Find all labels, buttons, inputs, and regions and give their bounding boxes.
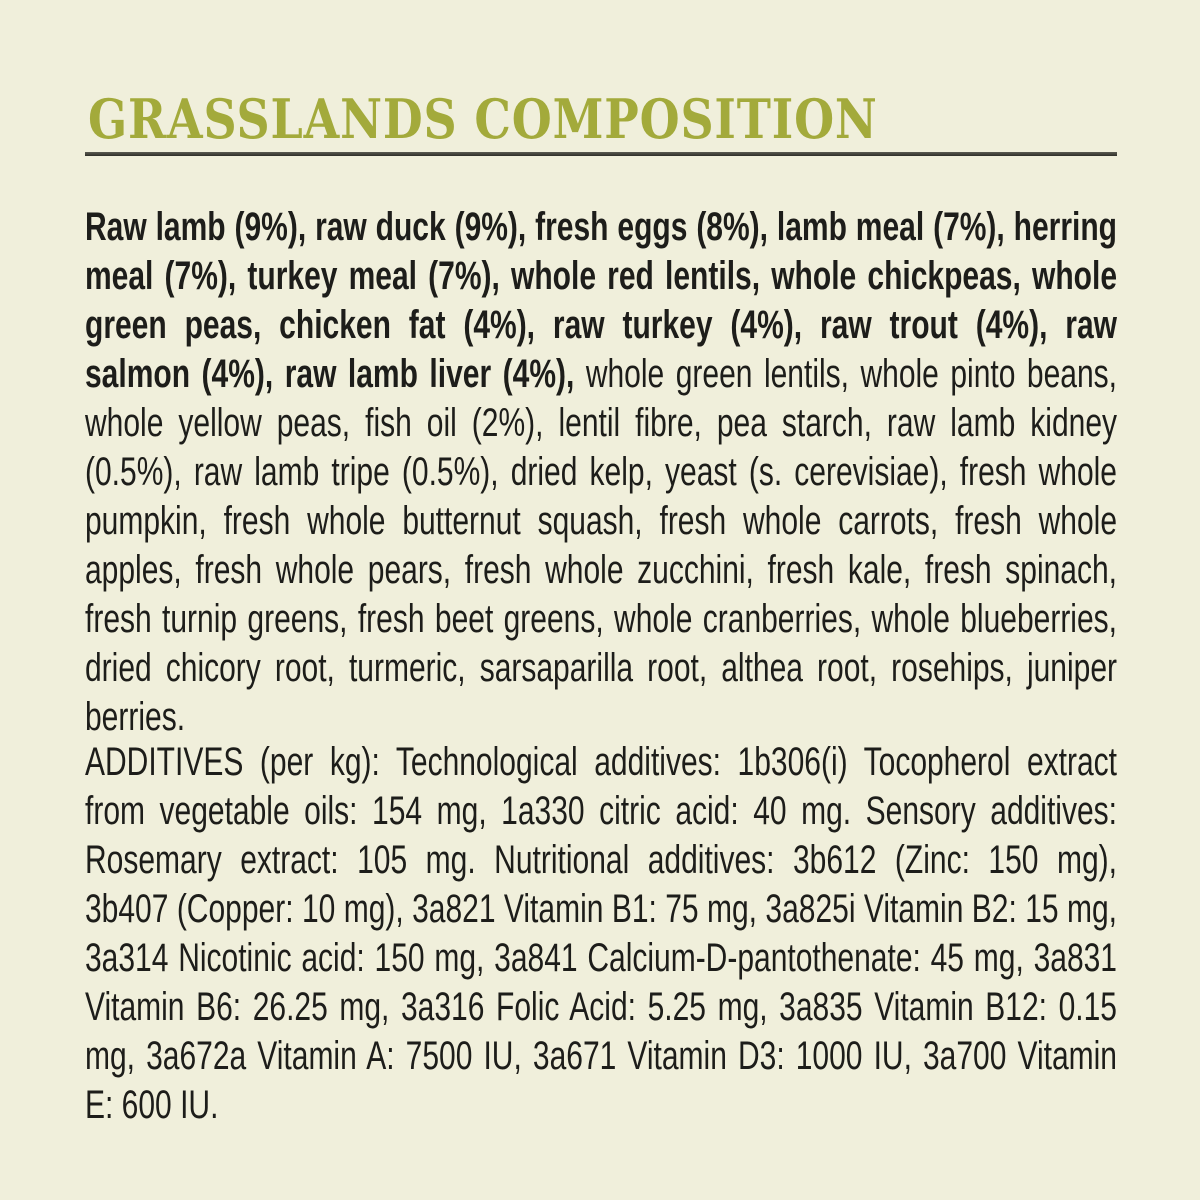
additives-text: ADDITIVES (per kg): Technological additi… (85, 740, 1117, 1127)
composition-regular-ingredients: whole green lentils, whole pinto beans, … (85, 352, 1117, 739)
composition-text: Raw lamb (9%), raw duck (9%), fresh eggs… (85, 203, 1117, 742)
section-title: GRASSLANDS COMPOSITION (88, 87, 878, 151)
composition-bold-ingredients: Raw lamb (9%), raw duck (9%), fresh eggs… (85, 205, 1117, 396)
title-divider (85, 152, 1117, 156)
